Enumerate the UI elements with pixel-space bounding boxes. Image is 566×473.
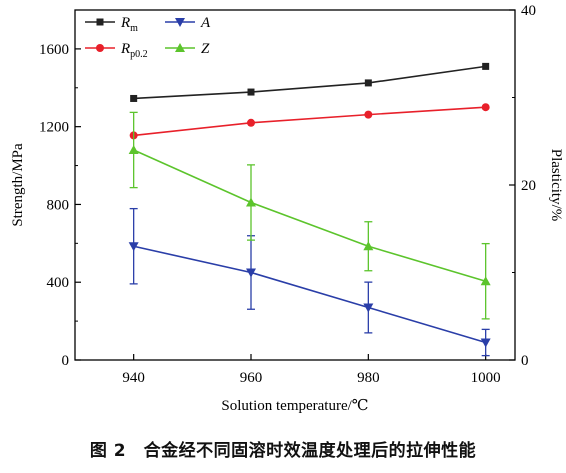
legend-marker bbox=[96, 18, 104, 26]
y-left-tick-label: 1600 bbox=[39, 42, 69, 58]
series-rp02 bbox=[129, 103, 490, 140]
data-point bbox=[480, 338, 491, 348]
series-line bbox=[133, 149, 486, 283]
legend-entry: A bbox=[165, 15, 211, 31]
legend-marker bbox=[175, 43, 185, 52]
series-line bbox=[133, 245, 486, 344]
data-point bbox=[364, 79, 372, 87]
legend-label: A bbox=[200, 15, 211, 31]
figure-caption: 图 2 合金经不同固溶时效温度处理后的拉伸性能 bbox=[89, 441, 477, 461]
data-point bbox=[363, 241, 374, 251]
y-right-tick-label: 40 bbox=[521, 3, 536, 19]
series-line bbox=[133, 106, 486, 137]
legend-marker bbox=[96, 44, 104, 52]
y-right-tick-label: 20 bbox=[521, 178, 536, 194]
legend-label: Rp0.2 bbox=[120, 41, 148, 60]
data-point bbox=[247, 118, 255, 127]
y-left-tick-label: 0 bbox=[62, 353, 70, 369]
data-point bbox=[482, 62, 490, 70]
x-axis-label: Solution temperature/℃ bbox=[221, 398, 368, 414]
legend: Rm Rp0.2 AZ bbox=[85, 15, 211, 60]
legend-label-subscript: p0.2 bbox=[130, 49, 148, 60]
y-right-tick-label: 0 bbox=[521, 353, 529, 369]
x-tick-label: 960 bbox=[240, 370, 263, 386]
x-tick-label: 980 bbox=[357, 370, 380, 386]
data-point bbox=[246, 197, 256, 207]
data-point bbox=[480, 276, 491, 286]
x-tick-label: 940 bbox=[122, 370, 145, 386]
data-point bbox=[481, 103, 490, 112]
legend-entry: Rp0.2 bbox=[85, 41, 148, 60]
data-point bbox=[247, 88, 255, 96]
legend-marker bbox=[175, 18, 185, 27]
data-point bbox=[128, 242, 139, 252]
series-a bbox=[128, 207, 491, 357]
axis-ticks: 940 960 980 1000 0 400 800 1200 1600 0 20 40 bbox=[39, 3, 536, 386]
y-axis-right-label: Plasticity/% bbox=[548, 149, 564, 222]
legend-entry: Rm bbox=[85, 15, 138, 34]
legend-label: Z bbox=[201, 41, 210, 57]
series-rm bbox=[130, 62, 490, 102]
plot-border bbox=[74, 9, 516, 361]
y-axis-left-label: Strength/MPa bbox=[10, 143, 26, 227]
legend-entry: Z bbox=[165, 41, 210, 57]
legend-label-subscript: m bbox=[130, 23, 138, 34]
y-left-tick-label: 800 bbox=[47, 197, 70, 213]
y-left-tick-label: 1200 bbox=[39, 120, 69, 136]
series-z bbox=[128, 111, 491, 320]
series-layer bbox=[128, 62, 491, 357]
x-tick-label: 1000 bbox=[471, 370, 501, 386]
series-line bbox=[133, 65, 486, 100]
data-point bbox=[128, 145, 139, 154]
data-point bbox=[246, 268, 256, 278]
legend-label: Rm bbox=[120, 15, 138, 34]
data-point bbox=[364, 110, 373, 119]
data-point bbox=[130, 94, 138, 102]
y-left-tick-label: 400 bbox=[47, 275, 70, 291]
plot-frame bbox=[74, 9, 516, 361]
data-point bbox=[363, 303, 374, 313]
